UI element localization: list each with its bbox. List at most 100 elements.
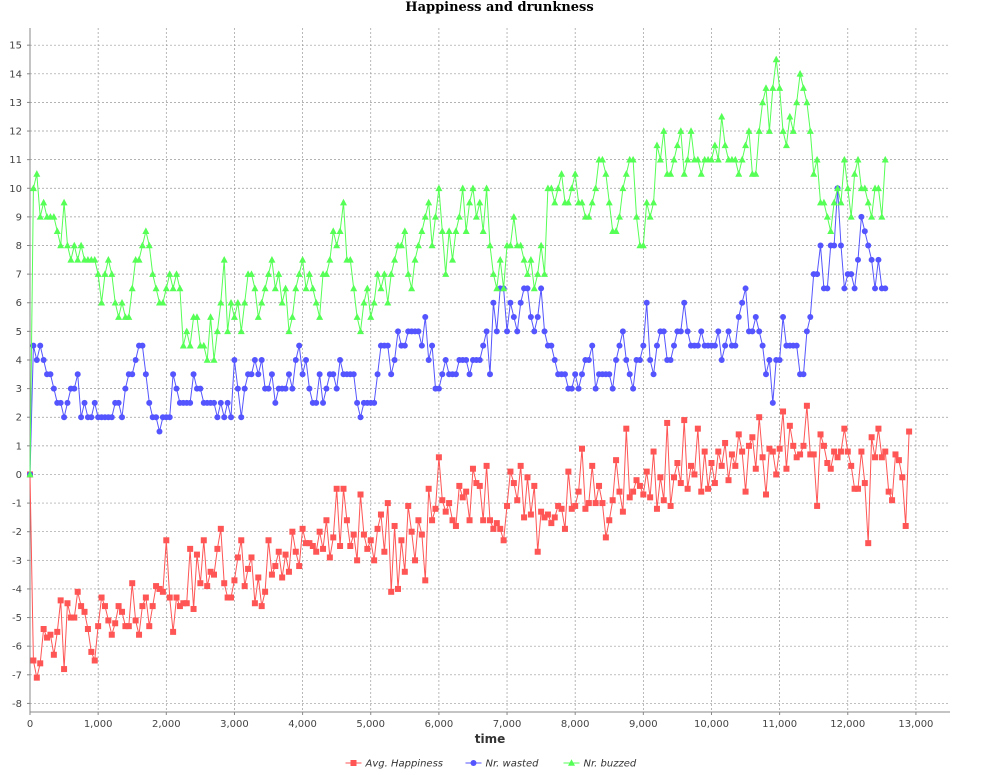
data-point — [472, 213, 480, 220]
data-point — [238, 537, 245, 544]
data-point — [609, 497, 616, 504]
data-point — [647, 356, 654, 363]
data-point — [288, 313, 296, 320]
legend-marker — [350, 760, 357, 766]
data-point — [292, 284, 300, 292]
data-point — [217, 298, 225, 306]
data-point — [272, 399, 279, 406]
data-point — [667, 170, 675, 177]
data-point — [674, 460, 681, 467]
data-point — [213, 327, 221, 335]
data-point — [745, 127, 753, 134]
data-point — [531, 328, 538, 335]
data-point — [691, 471, 698, 478]
data-point — [664, 419, 671, 426]
data-point — [677, 328, 684, 335]
data-point — [71, 614, 78, 621]
data-point — [193, 313, 201, 320]
data-point — [714, 155, 722, 163]
data-point — [405, 502, 412, 509]
data-point — [421, 213, 429, 220]
data-point — [237, 327, 245, 335]
data-point — [701, 448, 708, 455]
data-point — [865, 540, 872, 547]
data-point — [347, 543, 354, 550]
data-point — [551, 356, 558, 363]
data-point — [33, 674, 40, 681]
data-point — [609, 385, 616, 392]
data-point — [527, 256, 535, 263]
data-point — [404, 270, 412, 277]
data-point — [684, 155, 692, 163]
data-point — [316, 371, 323, 378]
data-point — [29, 184, 37, 192]
data-point — [882, 448, 889, 455]
data-point — [671, 342, 677, 349]
data-point — [190, 605, 197, 612]
data-point — [476, 356, 483, 363]
data-point — [231, 356, 238, 363]
y-tick-label: 0 — [16, 470, 22, 481]
data-point — [67, 614, 74, 621]
data-point — [370, 298, 378, 306]
data-point — [377, 284, 385, 292]
data-point — [851, 170, 859, 177]
data-point — [285, 327, 293, 335]
data-point — [442, 508, 449, 515]
data-point — [322, 270, 330, 277]
data-point — [452, 227, 460, 234]
data-point — [841, 425, 848, 432]
data-point — [572, 371, 579, 378]
data-point — [630, 488, 637, 495]
data-point — [320, 545, 327, 552]
data-point — [589, 342, 596, 349]
data-point — [428, 241, 436, 249]
data-point — [258, 298, 266, 306]
data-point — [814, 502, 821, 509]
data-point — [493, 328, 500, 335]
data-point — [255, 574, 262, 581]
data-point — [122, 385, 129, 392]
data-point — [136, 631, 143, 638]
data-point — [718, 112, 726, 120]
data-point — [817, 242, 824, 249]
data-point — [619, 508, 626, 515]
data-point — [483, 328, 490, 335]
data-point — [827, 227, 835, 234]
data-point — [653, 141, 661, 149]
data-point — [834, 454, 841, 461]
data-point — [548, 342, 555, 349]
data-point — [711, 342, 718, 349]
data-point — [671, 474, 677, 481]
data-point — [861, 480, 868, 487]
data-point — [247, 270, 255, 277]
legend-item: Nr. wasted — [465, 759, 539, 770]
data-point — [745, 442, 752, 449]
data-point — [445, 227, 453, 234]
data-point — [289, 385, 296, 392]
data-point — [530, 284, 538, 292]
data-point — [810, 170, 818, 177]
data-point — [578, 198, 586, 206]
y-tick-label: -7 — [12, 670, 22, 681]
data-point — [476, 482, 483, 489]
data-point — [807, 451, 814, 458]
data-point — [183, 327, 191, 335]
data-point — [371, 557, 378, 564]
data-point — [125, 313, 133, 320]
data-point — [367, 313, 375, 320]
data-point — [173, 270, 181, 277]
data-point — [350, 284, 358, 292]
data-point — [108, 414, 115, 421]
data-point — [841, 285, 848, 292]
data-point — [749, 434, 756, 441]
data-point — [527, 314, 534, 321]
data-point — [346, 256, 354, 263]
data-point — [57, 241, 65, 249]
data-point — [415, 517, 422, 524]
data-point — [646, 213, 654, 220]
y-tick-label: -6 — [12, 642, 22, 653]
data-point — [156, 428, 163, 435]
